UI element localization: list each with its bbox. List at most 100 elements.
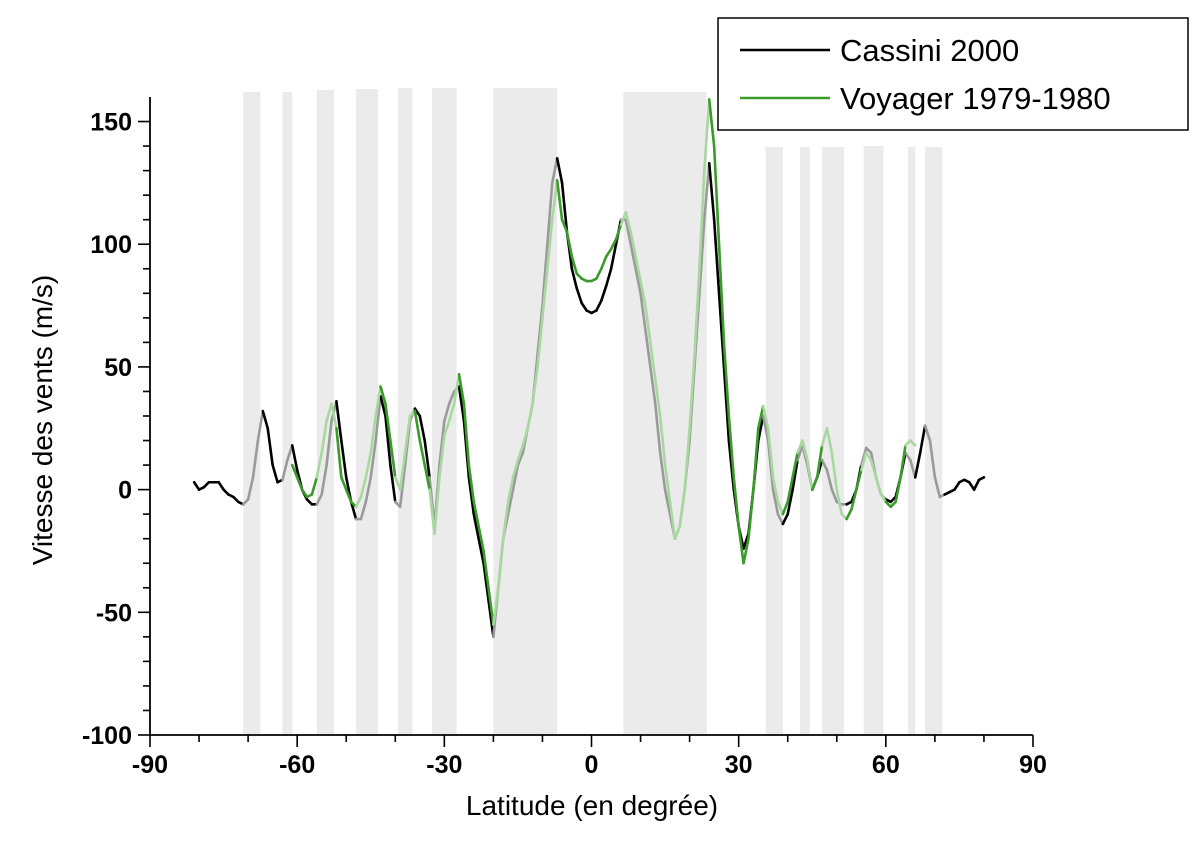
series-segment — [379, 385, 387, 406]
series-segment — [909, 439, 917, 447]
series-segment — [698, 169, 706, 271]
series-segment — [634, 267, 642, 295]
series-segment — [398, 451, 407, 491]
series-segment — [413, 409, 422, 442]
series-segment — [830, 488, 839, 504]
legend: Cassini 2000 Voyager 1979-1980 — [717, 17, 1189, 131]
series-segment — [452, 372, 461, 406]
series-segment — [600, 255, 608, 271]
series-segment — [457, 385, 466, 423]
series-segment — [516, 451, 525, 467]
y-tick-label: 0 — [118, 477, 132, 505]
x-tick-label: 30 — [725, 751, 753, 779]
series-segment — [374, 395, 382, 442]
series-segment — [330, 402, 338, 430]
series-segment — [526, 402, 534, 430]
series-segment — [467, 476, 476, 516]
series-segment — [192, 480, 201, 491]
legend-box — [717, 17, 1189, 131]
series-segment — [428, 488, 436, 536]
series-segment — [256, 409, 265, 442]
series-segment — [438, 419, 446, 467]
series-segment — [609, 242, 618, 271]
series-segment — [678, 488, 687, 528]
series-segment — [653, 377, 662, 418]
series-segment — [403, 414, 412, 455]
series-segment — [698, 218, 706, 295]
shaded-band — [243, 92, 261, 735]
x-tick-label: -30 — [426, 751, 462, 779]
x-tick-label: 60 — [872, 751, 900, 779]
series-segment — [384, 414, 392, 467]
series-segment — [894, 476, 902, 504]
series-segment — [374, 385, 382, 418]
series-segment — [644, 304, 652, 344]
series-segment — [320, 463, 328, 496]
series-segment — [604, 247, 613, 258]
series-segment — [531, 365, 539, 406]
series-segment — [433, 476, 441, 536]
series-segment — [521, 426, 530, 447]
series-segment — [369, 414, 377, 455]
series-segment — [506, 476, 515, 504]
series-segment — [791, 458, 799, 491]
series-segment — [629, 242, 637, 271]
series-segment — [707, 161, 716, 221]
series-segment — [712, 218, 721, 295]
x-tick-label: 0 — [585, 751, 599, 779]
series-segment — [614, 223, 623, 241]
series-segment — [560, 218, 569, 234]
series-voyager-1979-1980 — [290, 98, 917, 626]
shaded-band — [765, 147, 783, 735]
series-segment — [359, 476, 368, 499]
axes — [138, 97, 1034, 747]
series-segment — [315, 493, 323, 506]
series-segment — [845, 507, 853, 521]
series-segment — [649, 365, 657, 406]
series-segment — [766, 426, 775, 479]
series-segment — [747, 488, 755, 540]
tick-labels: -90 -60 -30 0 30 60 90 -100 -50 0 50 100 150 — [82, 109, 1047, 779]
series-segment — [511, 463, 520, 491]
series-segment — [320, 419, 328, 455]
series-segment — [933, 476, 942, 499]
series-segment — [413, 407, 422, 418]
series-segment — [609, 238, 618, 251]
series-segment — [649, 341, 657, 381]
series-segment — [781, 512, 790, 526]
series-segment — [501, 500, 510, 540]
series-segment — [703, 161, 711, 221]
series-segment — [364, 451, 373, 479]
series-segment — [928, 439, 937, 479]
series-segment — [546, 181, 554, 246]
series-segment — [830, 451, 839, 491]
series-segment — [663, 463, 672, 504]
series-segment — [791, 451, 799, 479]
series-segment — [335, 426, 343, 479]
series-segment — [389, 439, 397, 479]
series-segment — [560, 181, 569, 234]
series-segment — [462, 402, 471, 467]
y-tick-label: -50 — [96, 599, 132, 627]
series-segment — [855, 468, 863, 491]
series-segment — [653, 402, 662, 455]
series-segment — [457, 372, 466, 406]
series-segment — [923, 424, 932, 442]
x-tick-label: 90 — [1019, 751, 1047, 779]
series-segment — [972, 478, 981, 491]
series-segment — [565, 230, 574, 258]
series-segment — [756, 404, 765, 430]
shaded-band — [316, 90, 334, 735]
series-segment — [717, 242, 726, 344]
y-tick-label: 50 — [104, 354, 132, 382]
series-segment — [506, 488, 515, 516]
series-segment — [290, 463, 299, 479]
series-segment — [756, 414, 765, 442]
series-segment — [918, 424, 927, 455]
series-segment — [624, 211, 633, 234]
series-segment — [771, 488, 780, 516]
series-segment — [668, 500, 677, 540]
shaded-band — [799, 147, 810, 735]
x-axis-title: Latitude (en degrée) — [466, 790, 718, 821]
shaded-band — [925, 147, 943, 735]
